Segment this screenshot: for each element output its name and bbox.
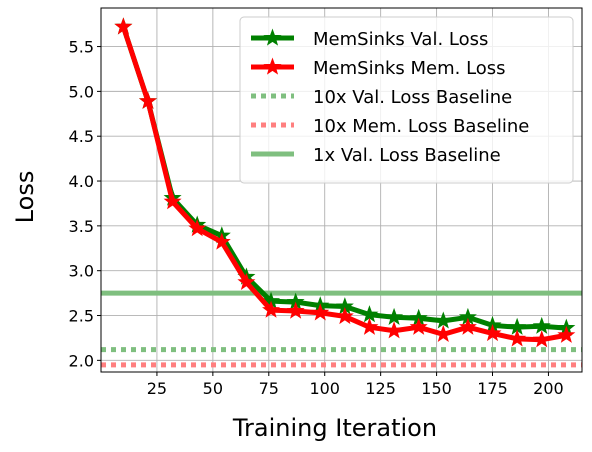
data-point-marker [532,330,551,348]
legend-swatch-marker [263,28,282,46]
data-point-marker [311,303,330,321]
x-tick-label: 25 [147,379,167,398]
legend-label: 1x Val. Loss Baseline [313,145,501,166]
y-tick-label: 3.0 [69,262,94,281]
data-point-marker [114,17,133,35]
x-tick-label: 150 [421,379,452,398]
y-tick-label: 4.5 [69,127,94,146]
legend-label: MemSinks Val. Loss [313,29,488,50]
data-point-marker [532,316,551,334]
data-point-marker [286,301,305,319]
x-axis-label: Training Iteration [232,414,437,442]
data-point-marker [163,192,182,210]
data-point-marker [237,272,256,291]
data-point-marker [458,317,477,335]
x-tick-label: 50 [203,379,223,398]
data-point-marker [262,300,281,318]
data-point-marker [385,307,404,325]
data-point-marker [138,91,157,109]
y-tick-label: 5.0 [69,82,94,101]
x-tick-label: 100 [309,379,340,398]
data-point-marker [212,232,231,250]
data-point-marker [434,311,453,329]
legend: MemSinks Val. Loss MemSinks Mem. Loss 10x … [239,16,574,184]
data-point-marker [483,323,502,342]
y-axis-label: Loss [11,171,39,224]
plot-frame [100,7,583,373]
data-point-marker [557,325,576,343]
legend-label: MemSinks Mem. Loss [313,58,506,79]
y-tick-label: 3.5 [69,217,94,236]
x-tick-label: 200 [533,379,564,398]
x-tick-label: 75 [259,379,279,398]
series-lines [114,17,576,348]
baseline-lines [101,290,582,368]
y-tick-label: 5.5 [69,38,94,57]
legend-label: 10x Mem. Loss Baseline [313,116,529,137]
data-point-marker [335,306,354,325]
data-point-marker [409,317,428,335]
data-point-marker [434,324,453,343]
legend-label: 10x Val. Loss Baseline [313,87,512,108]
y-tick-label: 2.0 [69,351,94,370]
y-tick-label: 4.0 [69,172,94,191]
data-point-marker [508,329,527,347]
x-tick-label: 175 [477,379,508,398]
x-axis-ticks: 25 50 75 100 125 150 175 200 [147,372,564,398]
data-point-marker [360,317,379,335]
y-tick-label: 2.5 [69,307,94,326]
legend-box [239,16,574,184]
x-tick-label: 125 [365,379,396,398]
data-point-marker [188,219,207,237]
legend-swatch-marker [263,57,282,75]
y-axis-ticks: 2.0 2.5 3.0 3.5 4.0 4.5 5.0 5.5 [69,38,101,370]
data-point-marker [385,321,404,339]
